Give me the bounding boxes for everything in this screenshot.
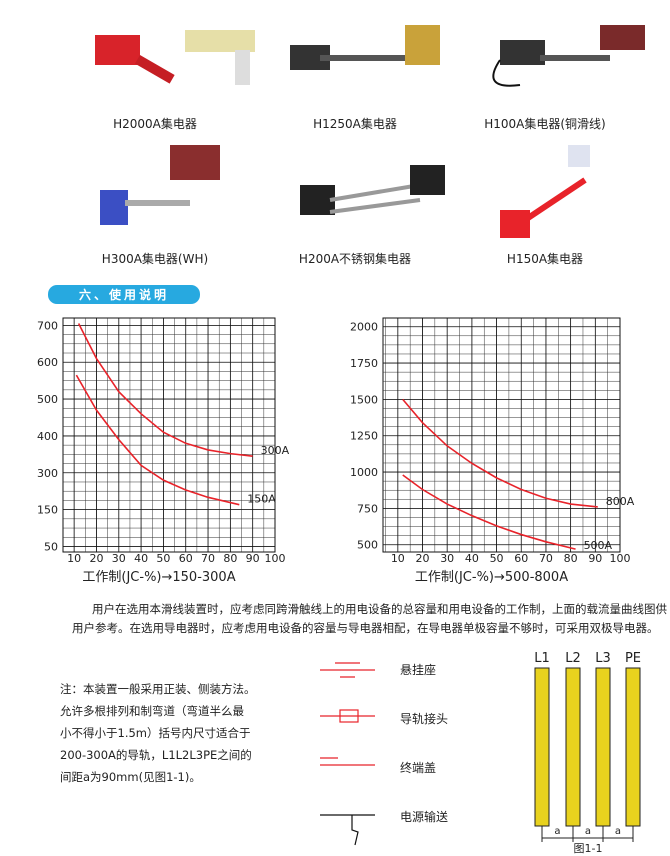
section-title: 六、使用说明	[79, 287, 169, 302]
x-tick-label: 30	[440, 552, 454, 565]
curve	[77, 323, 253, 457]
legend-label: 电源输送	[400, 809, 448, 824]
paragraph-line: 用户参考。在选用导电器时，应考虑用电设备的容量与导电器相配，在导电器单极容量不够…	[72, 621, 659, 635]
product-label: H300A集电器(WH)	[102, 251, 208, 266]
x-tick-label: 100	[265, 552, 286, 565]
x-tick-label: 50	[490, 552, 504, 565]
y-tick-label: 750	[357, 502, 378, 515]
bar-label: PE	[625, 651, 641, 666]
x-axis-label: 工作制(JC-%)→150-300A	[82, 570, 235, 585]
x-tick-label: 60	[514, 552, 528, 565]
bar-label: L2	[565, 651, 581, 666]
y-tick-label: 1500	[350, 393, 378, 406]
plot-area	[382, 317, 621, 553]
legend-label: 导轨接头	[400, 711, 448, 726]
note-line: 小不得小于1.5m）括号内尺寸适合于	[60, 726, 251, 740]
x-tick-label: 20	[416, 552, 430, 565]
product-photo	[95, 30, 255, 85]
series-label: 300A	[261, 444, 290, 457]
x-tick-label: 90	[588, 552, 602, 565]
conductor-bar	[595, 667, 611, 827]
x-tick-label: 20	[89, 552, 103, 565]
y-tick-label: 1000	[350, 466, 378, 479]
y-tick-label: 150	[37, 504, 58, 517]
legend-symbols	[320, 662, 375, 846]
bar-label: L3	[595, 651, 611, 666]
series-label: 150A	[247, 493, 276, 506]
x-tick-label: 80	[223, 552, 237, 565]
product-label: H1250A集电器	[313, 116, 397, 131]
x-tick-label: 90	[246, 552, 260, 565]
legend-label: 悬挂座	[400, 662, 436, 677]
x-tick-label: 60	[179, 552, 193, 565]
y-tick-label: 300	[37, 467, 58, 480]
x-tick-label: 10	[391, 552, 405, 565]
product-photo	[100, 145, 220, 225]
y-tick-label: 600	[37, 356, 58, 369]
x-tick-label: 40	[134, 552, 148, 565]
product-photo	[290, 25, 440, 70]
x-tick-label: 10	[67, 552, 81, 565]
section-header-bg	[48, 285, 200, 304]
curve	[402, 474, 576, 550]
product-label: H150A集电器	[507, 251, 583, 266]
x-tick-label: 80	[564, 552, 578, 565]
x-tick-label: 100	[610, 552, 631, 565]
y-tick-label: 2000	[350, 321, 378, 334]
note-line: 注：本装置一般采用正装、侧装方法。	[60, 682, 256, 696]
note-line: 间距a为90mm(见图1-1)。	[60, 770, 201, 784]
y-tick-label: 500	[37, 393, 58, 406]
x-tick-label: 70	[201, 552, 215, 565]
product-label: H100A集电器(铜滑线)	[484, 116, 606, 131]
series-label: 800A	[606, 495, 635, 508]
x-tick-label: 50	[156, 552, 170, 565]
product-photo	[500, 145, 590, 238]
x-tick-label: 30	[112, 552, 126, 565]
y-tick-label: 700	[37, 319, 58, 332]
paragraph-line: 用户在选用本滑线装置时，应考虑同跨滑触线上的用电设备的总容量和用电设备的工作制，…	[92, 602, 667, 616]
x-axis-label: 工作制(JC-%)→500-800A	[415, 570, 568, 585]
curve	[75, 374, 240, 506]
conductor-bar	[565, 667, 581, 827]
spacing-label: a	[585, 826, 591, 837]
curve	[402, 398, 598, 508]
y-tick-label: 50	[44, 540, 58, 553]
product-label: H2000A集电器	[113, 116, 197, 131]
product-label: H200A不锈钢集电器	[299, 251, 411, 266]
x-tick-label: 40	[465, 552, 479, 565]
series-label: 500A	[584, 539, 613, 552]
figure-caption: 图1-1	[574, 842, 603, 855]
x-tick-label: 70	[539, 552, 553, 565]
product-photo	[300, 165, 445, 215]
y-tick-label: 1750	[350, 357, 378, 370]
y-tick-label: 1250	[350, 430, 378, 443]
y-tick-label: 400	[37, 430, 58, 443]
note-line: 200-300A的导轨，L1L2L3PE之间的	[60, 748, 252, 762]
note-line: 允许多根排列和制弯道（弯道半么最	[60, 704, 244, 718]
bar-label: L1	[534, 651, 550, 666]
spacing-label: a	[615, 826, 621, 837]
conductor-bar	[625, 667, 641, 827]
product-photo	[492, 25, 645, 87]
conductor-bar	[534, 667, 550, 827]
legend-label: 终端盖	[400, 760, 436, 775]
y-tick-label: 500	[357, 539, 378, 552]
spacing-label: a	[554, 826, 560, 837]
